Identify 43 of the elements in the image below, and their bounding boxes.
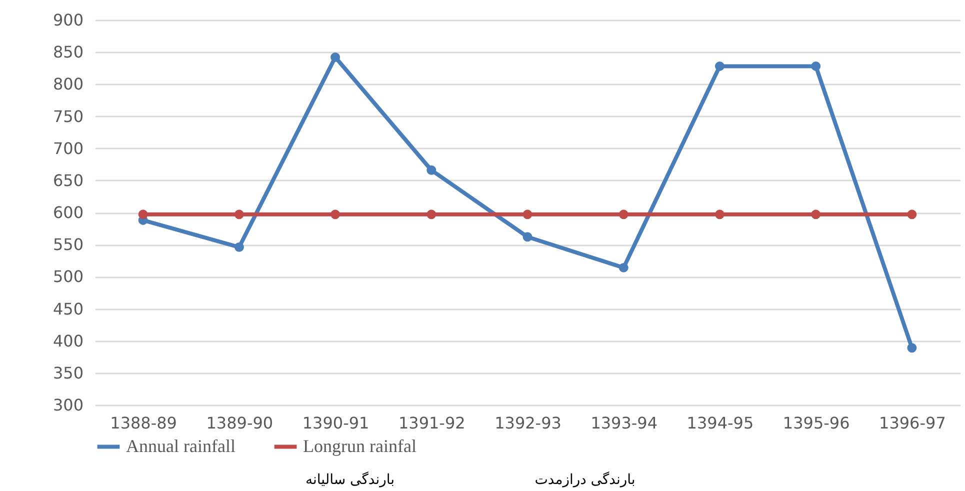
y-tick-label: 800 xyxy=(52,74,84,94)
x-tick-label: 1394-95 xyxy=(686,414,754,432)
point xyxy=(522,210,532,220)
point xyxy=(714,210,724,220)
x-tick-label: 1395-96 xyxy=(782,414,850,432)
point xyxy=(330,210,340,220)
legend-label: Longrun rainfal xyxy=(303,436,416,456)
y-tick-label: 300 xyxy=(52,396,84,414)
point xyxy=(426,210,436,220)
x-tick-label: 1393-94 xyxy=(590,414,658,432)
y-tick-label: 500 xyxy=(52,267,84,286)
x-tick-label: 1391-92 xyxy=(398,414,466,432)
y-tick-label: 900 xyxy=(52,10,84,30)
point xyxy=(907,210,917,220)
point xyxy=(234,210,244,220)
text: بارندگی سالیانه xyxy=(305,471,395,488)
x-tick-label: 1392-93 xyxy=(494,414,562,432)
point xyxy=(234,242,244,252)
y-tick-label: 350 xyxy=(52,363,84,382)
point xyxy=(618,262,628,272)
y-tick-label: 400 xyxy=(52,331,84,350)
x-tick-label: 1390-91 xyxy=(302,414,370,432)
point xyxy=(811,210,821,220)
point xyxy=(714,61,724,71)
point xyxy=(618,210,628,220)
point xyxy=(138,210,148,220)
x-tick-label: 1396-97 xyxy=(879,414,946,432)
y-tick-label: 450 xyxy=(52,299,84,318)
point xyxy=(811,61,821,71)
legend-label: Annual rainfall xyxy=(126,436,236,456)
point xyxy=(426,165,436,175)
y-tick-label: 550 xyxy=(52,235,84,254)
y-tick-label: 700 xyxy=(52,138,84,158)
x-tick-label: 1389-90 xyxy=(206,414,274,432)
y-tick-label: 750 xyxy=(52,106,84,126)
point xyxy=(330,52,340,62)
y-tick-label: 650 xyxy=(52,170,84,190)
x-tick-label: 1388-89 xyxy=(110,414,177,432)
y-tick-label: 850 xyxy=(52,42,84,62)
point xyxy=(907,343,917,353)
y-tick-label: 600 xyxy=(52,203,84,222)
point xyxy=(522,232,532,242)
text: بارندگی درازمدت xyxy=(534,471,636,488)
